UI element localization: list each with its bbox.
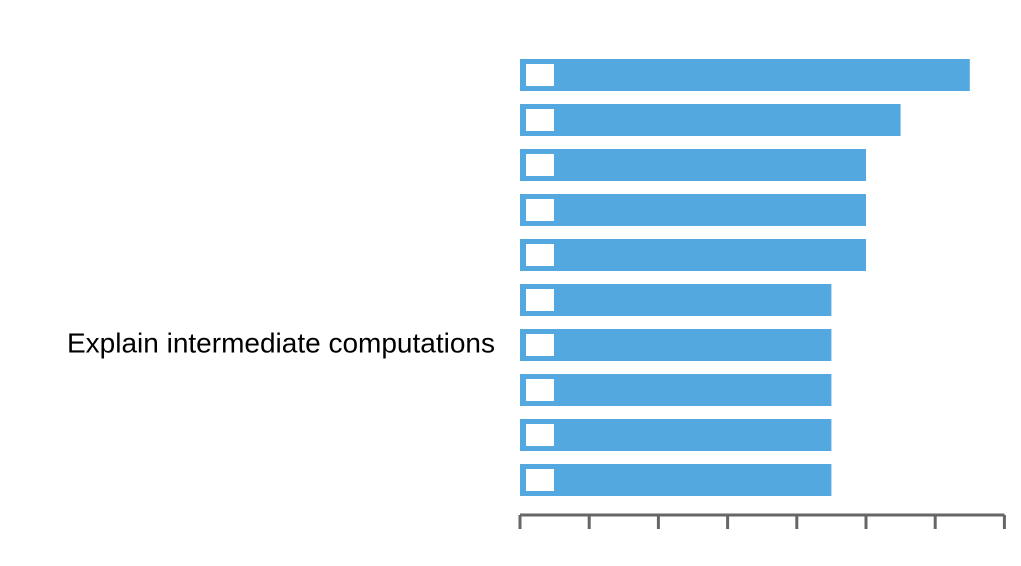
bar-value-badge — [526, 244, 554, 266]
bar-value-badge — [526, 289, 554, 311]
bar-value-badge — [526, 334, 554, 356]
bar-value-badge — [526, 64, 554, 86]
bar — [520, 329, 832, 361]
category-label: Explain intermediate computations — [67, 327, 495, 358]
bar-value-badge — [526, 469, 554, 491]
bar — [520, 194, 866, 226]
bar — [520, 59, 970, 91]
category-labels: Explain intermediate computations — [67, 327, 495, 358]
bar — [520, 149, 866, 181]
bar — [520, 419, 832, 451]
bar-value-badge — [526, 379, 554, 401]
bar — [520, 464, 832, 496]
bar — [520, 374, 832, 406]
bars — [520, 59, 970, 496]
bar — [520, 104, 901, 136]
bar — [520, 284, 832, 316]
x-axis — [518, 513, 1006, 529]
bar-value-badge — [526, 154, 554, 176]
bar-value-badge — [526, 424, 554, 446]
bar-value-badge — [526, 109, 554, 131]
bar-value-badge — [526, 199, 554, 221]
bar — [520, 239, 866, 271]
